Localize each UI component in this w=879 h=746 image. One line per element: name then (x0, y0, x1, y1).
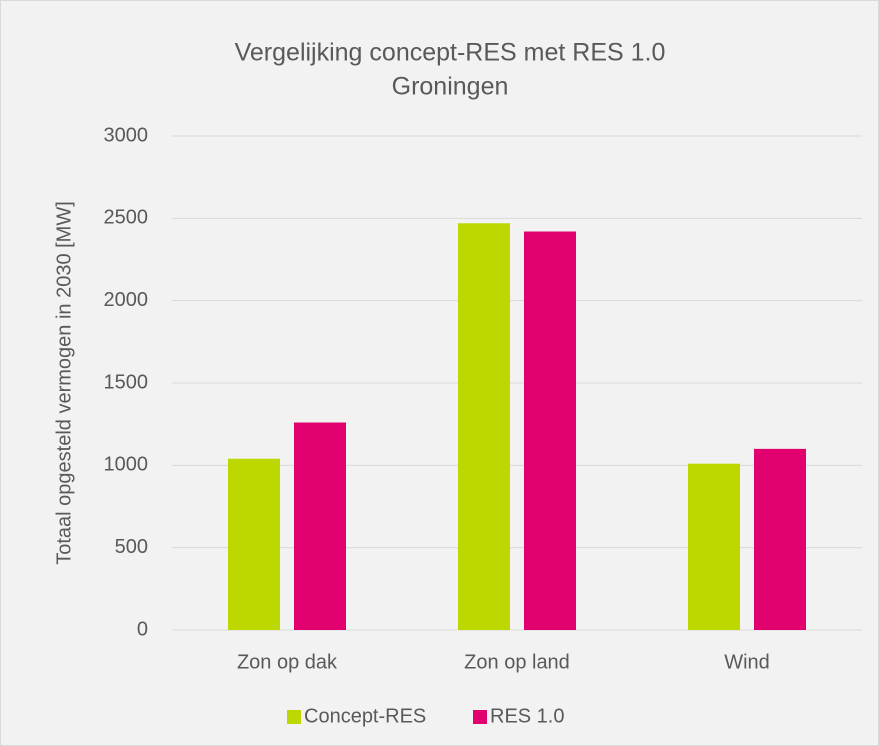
bar (458, 223, 510, 631)
legend-swatch (473, 710, 487, 724)
bar (754, 448, 806, 630)
x-tick-label: Zon op land (464, 651, 570, 673)
legend-label: RES 1.0 (490, 705, 564, 727)
chart-title: Vergelijking concept-RES met RES 1.0 (235, 39, 666, 67)
x-tick-label: Zon op dak (237, 651, 338, 673)
y-tick-label: 1500 (104, 371, 149, 393)
y-tick-label: 2500 (104, 207, 149, 229)
y-tick-label: 1000 (104, 454, 149, 476)
bar (228, 458, 280, 630)
y-tick-label: 500 (115, 536, 148, 558)
y-tick-label: 3000 (104, 124, 149, 146)
bar (294, 422, 346, 630)
y-axis-label: Totaal opgesteld vermogen in 2030 [MW] (53, 201, 75, 565)
chart-title: Groningen (392, 73, 509, 101)
y-tick-label: 0 (137, 618, 148, 640)
bar (688, 463, 740, 630)
legend-swatch (287, 710, 301, 724)
bar (524, 231, 576, 631)
x-tick-label: Wind (724, 651, 770, 673)
y-tick-label: 2000 (104, 289, 149, 311)
legend-label: Concept-RES (304, 705, 426, 727)
